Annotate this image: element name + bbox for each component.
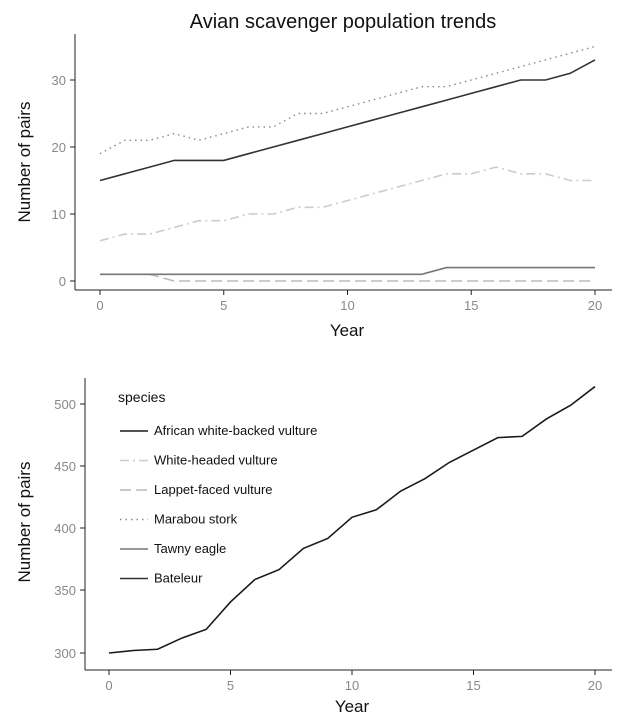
series-line-white-headed-vulture <box>99 166 595 242</box>
top-x-axis-title: Year <box>330 321 365 340</box>
top-chart-title: Avian scavenger population trends <box>190 11 497 33</box>
legend-items: African white-backed vulture White-headed… <box>120 423 317 586</box>
series-line-african-white-backed-vulture <box>108 385 596 654</box>
top-y-ticks: 0 10 20 30 <box>52 73 75 289</box>
bottom-y-tick-label: 450 <box>54 459 76 474</box>
legend-item: Tawny eagle <box>120 541 226 556</box>
bottom-y-ticks: 300 350 400 450 500 <box>54 397 85 661</box>
series-line-lappet-faced-vulture <box>100 273 595 282</box>
legend-label: Lappet-faced vulture <box>154 482 273 497</box>
top-y-tick-label: 30 <box>52 73 66 88</box>
legend: species African white-backed vulture Whit… <box>118 389 317 586</box>
legend-item: African white-backed vulture <box>120 423 317 438</box>
legend-item: Bateleur <box>120 571 203 586</box>
series-line-tawny-eagle <box>100 266 595 276</box>
legend-label: White-headed vulture <box>154 453 278 468</box>
bottom-x-tick-label: 5 <box>227 678 234 693</box>
legend-item: Marabou stork <box>120 512 238 527</box>
legend-title: species <box>118 389 165 405</box>
bottom-x-axis-title: Year <box>335 697 370 716</box>
bottom-x-tick-label: 0 <box>105 678 112 693</box>
bottom-y-tick-label: 500 <box>54 397 76 412</box>
bottom-series-lines <box>108 385 596 654</box>
bottom-y-tick-label: 300 <box>54 646 76 661</box>
top-x-tick-label: 5 <box>220 298 227 313</box>
top-series-lines <box>99 45 596 282</box>
legend-label: Marabou stork <box>154 512 238 527</box>
top-x-tick-label: 15 <box>464 298 478 313</box>
bottom-x-tick-label: 20 <box>588 678 602 693</box>
top-x-tick-label: 10 <box>340 298 354 313</box>
bottom-x-ticks: 0 5 10 15 20 <box>105 670 602 693</box>
top-panel: Avian scavenger population trends 0 10 2… <box>15 11 612 340</box>
top-x-ticks: 0 5 10 15 20 <box>96 290 602 313</box>
bottom-panel: 300 350 400 450 500 0 5 10 15 20 Year Nu… <box>15 378 612 716</box>
top-y-tick-label: 20 <box>52 140 66 155</box>
legend-label: African white-backed vulture <box>154 423 317 438</box>
bottom-x-tick-label: 15 <box>466 678 480 693</box>
bottom-y-tick-label: 350 <box>54 583 76 598</box>
top-y-tick-label: 0 <box>59 274 66 289</box>
bottom-y-tick-label: 400 <box>54 521 76 536</box>
legend-item: White-headed vulture <box>120 453 278 468</box>
top-x-tick-label: 0 <box>96 298 103 313</box>
bottom-x-tick-label: 10 <box>345 678 359 693</box>
legend-label: Bateleur <box>154 571 203 586</box>
legend-label: Tawny eagle <box>154 541 226 556</box>
series-line-bateleur <box>99 59 596 182</box>
top-x-tick-label: 20 <box>588 298 602 313</box>
bottom-y-axis-title: Number of pairs <box>15 462 34 583</box>
series-line-marabou-stork <box>99 45 596 155</box>
top-y-axis-title: Number of pairs <box>15 102 34 223</box>
legend-item: Lappet-faced vulture <box>120 482 273 497</box>
top-y-tick-label: 10 <box>52 207 66 222</box>
